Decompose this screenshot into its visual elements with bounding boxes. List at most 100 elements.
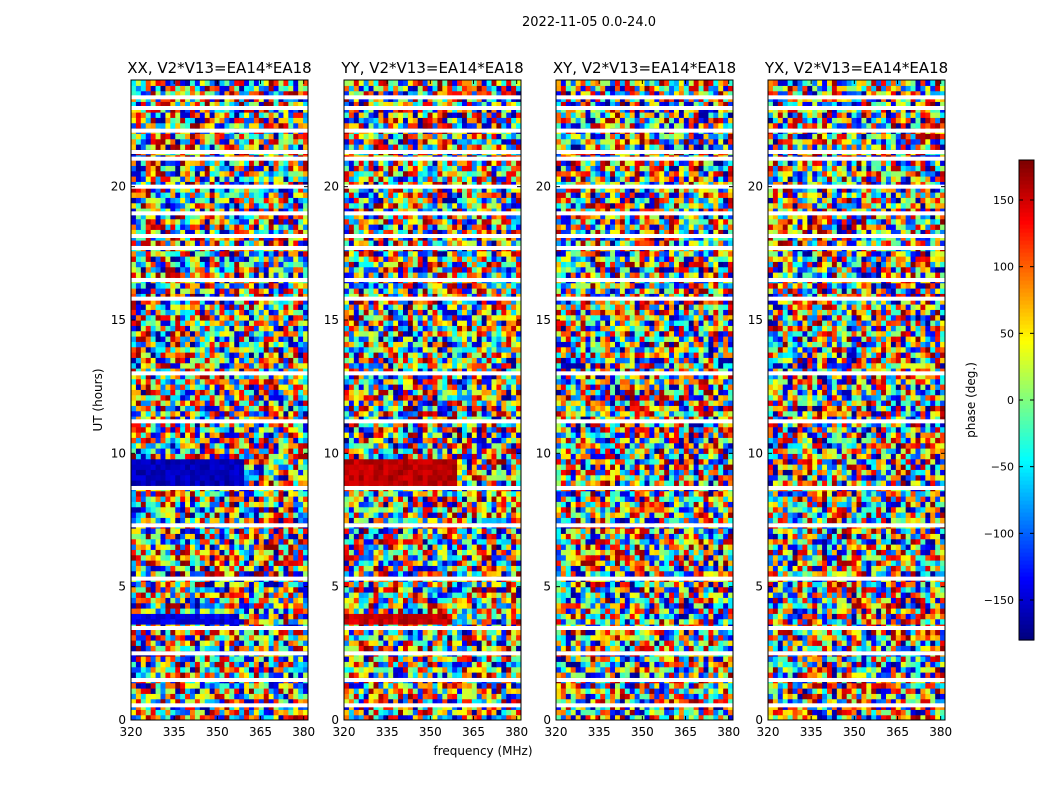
colorbar-swatch <box>1019 392 1034 397</box>
y-tick-label: 5 <box>118 580 126 594</box>
x-tick-label: 350 <box>419 725 442 739</box>
colorbar-swatch <box>1019 380 1034 385</box>
panel-frame <box>555 79 734 721</box>
flagged-gap <box>556 651 733 656</box>
colorbar-swatch <box>1019 560 1034 565</box>
y-tick-label: 20 <box>324 180 339 194</box>
colorbar-swatch <box>1019 336 1034 341</box>
colorbar-swatch <box>1019 636 1034 641</box>
colorbar-swatch <box>1019 572 1034 577</box>
colorbar-swatch <box>1019 204 1034 209</box>
colorbar-swatch <box>1019 356 1034 361</box>
flagged-gap <box>768 184 945 189</box>
flagged-gap <box>768 678 945 682</box>
colorbar-swatch <box>1019 276 1034 281</box>
colorbar-swatch <box>1019 552 1034 557</box>
colorbar-swatch <box>1019 608 1034 613</box>
colorbar-tick-label: 150 <box>993 194 1014 207</box>
flagged-gap <box>556 371 733 376</box>
colorbar-swatch <box>1019 344 1034 349</box>
colorbar-swatch <box>1019 180 1034 185</box>
flagged-gap <box>344 156 521 161</box>
colorbar-swatch <box>1019 604 1034 609</box>
y-tick-label: 5 <box>755 580 763 594</box>
flagged-gap <box>131 184 308 189</box>
flagged-gap <box>344 651 521 656</box>
flagged-gap <box>556 703 733 708</box>
panel-xy: XY, V2*V13=EA14*EA18 320 335 350 365 380 0 5 10 1… <box>536 59 740 739</box>
phase-image <box>556 80 733 720</box>
flagged-gap <box>131 246 308 250</box>
flagged-gap <box>768 419 945 424</box>
colorbar-swatch <box>1019 576 1034 581</box>
x-tick-label: 365 <box>462 725 485 739</box>
flagged-gap <box>556 184 733 189</box>
flagged-gap <box>556 246 733 250</box>
colorbar-swatch <box>1019 632 1034 637</box>
flagged-gap <box>344 486 521 490</box>
colorbar-swatch <box>1019 284 1034 289</box>
colorbar-swatch <box>1019 376 1034 381</box>
x-tick-label: 335 <box>163 725 186 739</box>
flagged-gap <box>556 156 733 161</box>
panel-title: XX, V2*V13=EA14*EA18 <box>127 59 311 77</box>
flagged-gap <box>556 278 733 282</box>
colorbar-swatch <box>1019 436 1034 441</box>
colorbar-swatch <box>1019 264 1034 269</box>
x-tick-label: 320 <box>757 725 780 739</box>
x-tick-label: 320 <box>545 725 568 739</box>
colorbar-swatch <box>1019 404 1034 409</box>
flagged-gap <box>768 234 945 238</box>
colorbar-swatch <box>1019 252 1034 257</box>
flagged-gap <box>768 211 945 216</box>
colorbar-swatch <box>1019 480 1034 485</box>
colorbar-swatch <box>1019 324 1034 329</box>
flagged-gap <box>131 523 308 528</box>
colorbar-swatch <box>1019 616 1034 621</box>
flagged-gap <box>768 296 945 301</box>
y-tick-label: 0 <box>331 713 339 727</box>
colorbar-swatch <box>1019 420 1034 425</box>
x-tick-label: 335 <box>376 725 399 739</box>
flagged-gap <box>131 703 308 708</box>
x-tick-label: 335 <box>800 725 823 739</box>
flagged-gap <box>768 576 945 581</box>
colorbar-swatch <box>1019 304 1034 309</box>
colorbar-swatch <box>1019 288 1034 293</box>
colorbar-swatch <box>1019 528 1034 533</box>
flagged-gap <box>768 106 945 110</box>
x-tick-label: 320 <box>333 725 356 739</box>
flagged-gap <box>344 703 521 708</box>
colorbar-swatch <box>1019 584 1034 589</box>
flagged-gap <box>768 150 945 154</box>
flagged-gap <box>344 576 521 581</box>
flagged-gap <box>344 678 521 682</box>
flagged-gap <box>556 211 733 216</box>
y-tick-label: 0 <box>543 713 551 727</box>
colorbar-swatch <box>1019 232 1034 237</box>
flagged-gap <box>344 106 521 110</box>
flagged-gap <box>768 651 945 656</box>
colorbar-swatch <box>1019 412 1034 417</box>
colorbar-swatch <box>1019 544 1034 549</box>
colorbar-swatch <box>1019 272 1034 277</box>
y-tick-label: 10 <box>324 446 339 460</box>
colorbar-swatch <box>1019 508 1034 513</box>
colorbar-swatch <box>1019 296 1034 301</box>
x-tick-label: 380 <box>717 725 740 739</box>
x-axis-label: frequency (MHz) <box>433 744 532 758</box>
x-tick-label: 365 <box>886 725 909 739</box>
flagged-gap <box>768 246 945 250</box>
flagged-gap <box>344 234 521 238</box>
colorbar-swatch <box>1019 532 1034 537</box>
colorbar-tick-label: 100 <box>993 261 1014 274</box>
phase-image <box>344 80 521 720</box>
colorbar-swatch <box>1019 300 1034 305</box>
y-tick-label: 15 <box>748 313 763 327</box>
colorbar-swatch <box>1019 328 1034 333</box>
colorbar-swatch <box>1019 540 1034 545</box>
colorbar-swatch <box>1019 172 1034 177</box>
colorbar-swatch <box>1019 464 1034 469</box>
colorbar-swatch <box>1019 484 1034 489</box>
